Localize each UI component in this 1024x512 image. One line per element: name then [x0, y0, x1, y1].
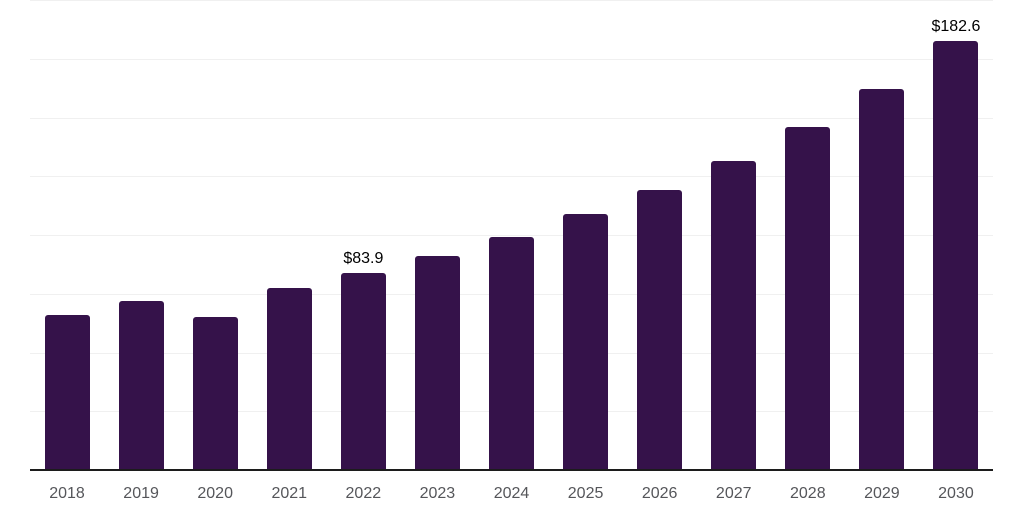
- bar-value-label-2022: $83.9: [343, 249, 384, 267]
- bar-value-label-2030: $182.6: [931, 17, 981, 35]
- bar-2021: [266, 288, 312, 470]
- gridline-y200: [30, 0, 993, 1]
- gridline-y175: [30, 59, 993, 60]
- x-tick-label-2021: 2021: [271, 485, 308, 502]
- x-tick-label-2024: 2024: [493, 485, 530, 502]
- bar-2018: [44, 315, 90, 470]
- bar-2030: [933, 40, 979, 470]
- bar-2027: [711, 160, 757, 470]
- gridline-y100: [30, 235, 993, 236]
- x-tick-label-2022: 2022: [345, 485, 382, 502]
- gridline-y125: [30, 176, 993, 177]
- x-tick-label-2028: 2028: [790, 485, 826, 502]
- bar-2019: [118, 301, 164, 470]
- x-tick-label-2026: 2026: [641, 485, 678, 502]
- x-tick-label-2018: 2018: [49, 485, 85, 502]
- bar-2025: [563, 214, 609, 470]
- bar-2026: [637, 189, 683, 470]
- x-tick-label-2030: 2030: [938, 485, 974, 502]
- x-axis-line: [30, 469, 993, 471]
- bar-2028: [785, 127, 831, 470]
- gridline-y150: [30, 118, 993, 119]
- x-tick-label-2029: 2029: [864, 485, 900, 502]
- x-tick-label-2027: 2027: [715, 485, 752, 502]
- x-tick-label-2023: 2023: [419, 485, 456, 502]
- x-tick-label-2020: 2020: [197, 485, 233, 502]
- bar-2022: [340, 272, 386, 470]
- x-tick-label-2019: 2019: [123, 485, 159, 502]
- bar-2020: [192, 316, 238, 470]
- x-tick-label-2025: 2025: [567, 485, 604, 502]
- bar-2029: [859, 88, 905, 470]
- bar-2024: [489, 236, 534, 470]
- bar-2023: [414, 256, 460, 470]
